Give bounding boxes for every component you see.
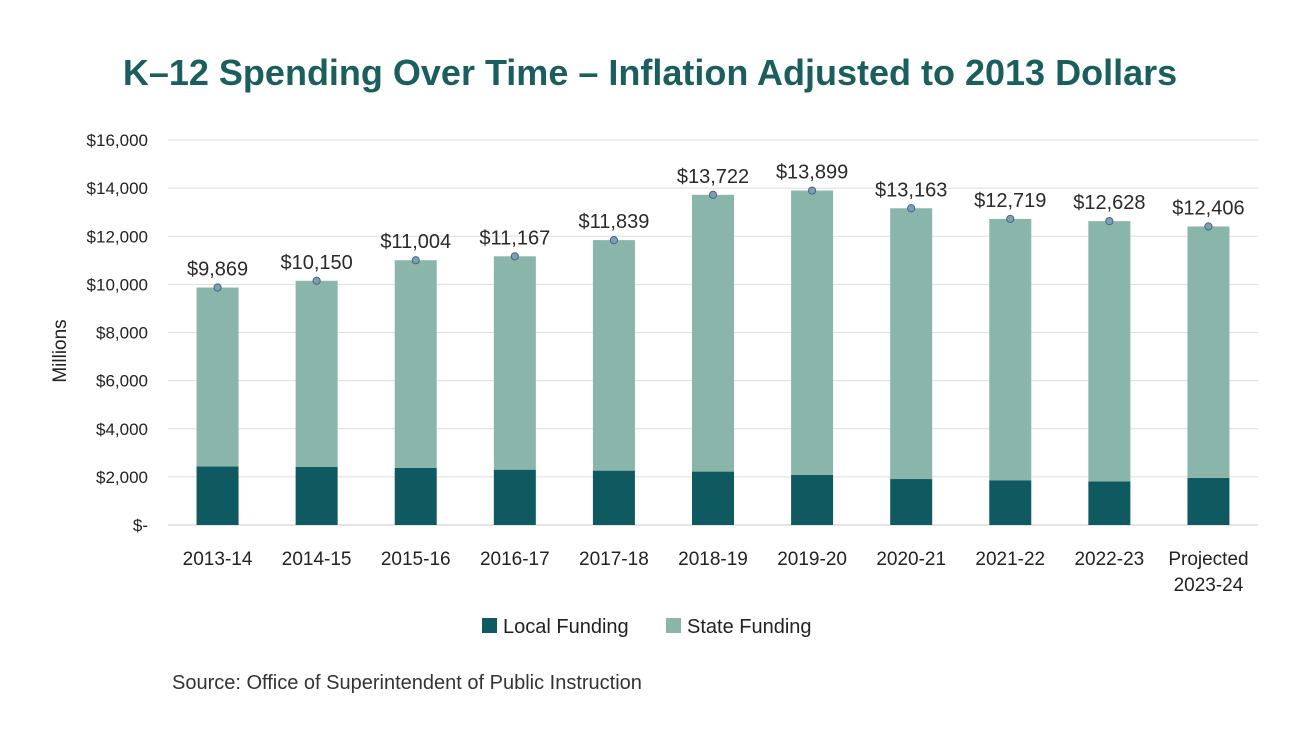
y-axis-label: Millions: [50, 319, 71, 382]
source-note: Source: Office of Superintendent of Publ…: [172, 672, 642, 694]
x-tick-label: 2019-20: [777, 549, 847, 570]
x-tick-label: Projected: [1168, 549, 1248, 570]
bar-local-funding: [592, 470, 635, 525]
x-tick-label: 2018-19: [678, 549, 748, 570]
bar-local-funding: [295, 467, 338, 525]
bar-state-funding: [890, 208, 933, 480]
bar-state-funding: [1187, 226, 1230, 478]
total-marker: [1204, 222, 1213, 231]
total-markers: [213, 186, 1213, 292]
bar-local-funding: [692, 471, 734, 525]
bar-state-funding: [196, 287, 239, 467]
total-marker: [510, 252, 519, 261]
bar-state-funding: [592, 240, 635, 471]
total-label: $12,628: [1073, 192, 1145, 214]
y-tick-label: $8,000: [96, 324, 148, 343]
y-axis-tick-labels: $- $2,000 $4,000 $6,000 $8,000 $10,000 $12,000…: [87, 131, 148, 535]
bar-state-funding: [493, 256, 536, 470]
bar-local-funding: [1187, 477, 1230, 525]
y-tick-label: $6,000: [96, 372, 148, 391]
bar-state-funding: [1088, 221, 1131, 482]
total-marker: [708, 190, 718, 199]
legend-swatch-local: [482, 618, 497, 633]
total-marker: [1006, 214, 1015, 224]
bar-local-funding: [1088, 481, 1131, 525]
total-marker: [411, 256, 420, 265]
total-label: $11,004: [380, 231, 451, 253]
total-marker: [907, 204, 916, 213]
x-axis-tick-labels: 2013-14 2014-15 2015-16 2016-17 2017-18 2018-…: [183, 549, 1249, 596]
y-tick-label: $-: [133, 516, 148, 535]
total-marker: [609, 236, 619, 245]
total-marker: [312, 276, 321, 285]
y-tick-label: $16,000: [87, 131, 148, 150]
total-label: $11,167: [479, 227, 550, 249]
bars: [196, 190, 1230, 525]
bar-state-funding: [692, 194, 734, 472]
y-tick-label: $14,000: [87, 179, 148, 198]
bar-local-funding: [394, 467, 437, 525]
x-tick-label: 2021-22: [975, 549, 1045, 570]
legend: Local Funding State Funding: [482, 616, 812, 638]
x-tick-label: 2017-18: [579, 549, 649, 570]
bar-state-funding: [295, 280, 338, 468]
x-tick-label: 2016-17: [480, 549, 550, 570]
y-tick-label: $10,000: [87, 275, 148, 294]
legend-label-local: Local Funding: [503, 616, 629, 638]
total-label: $12,406: [1172, 197, 1244, 219]
bar-local-funding: [791, 474, 834, 525]
total-label: $13,163: [875, 179, 947, 201]
bar-local-funding: [890, 479, 933, 525]
x-tick-label: 2014-15: [282, 549, 352, 570]
bar-state-funding: [791, 190, 834, 475]
y-tick-label: $12,000: [87, 227, 148, 246]
total-data-labels: $9,869 $10,150 $11,004 $11,167 $11,839 $13,72…: [187, 162, 1245, 281]
x-tick-label: 2023-24: [1174, 575, 1244, 596]
chart-title: K–12 Spending Over Time – Inflation Adju…: [122, 52, 1178, 93]
total-marker: [1105, 217, 1114, 226]
x-tick-label: 2020-21: [876, 549, 946, 570]
total-label: $10,150: [280, 252, 352, 274]
y-tick-label: $4,000: [96, 420, 148, 439]
bar-local-funding: [196, 466, 239, 525]
total-label: $9,869: [187, 259, 248, 281]
legend-swatch-state: [666, 618, 681, 633]
bar-state-funding: [394, 260, 437, 468]
total-label: $12,719: [974, 190, 1046, 212]
bar-local-funding: [493, 469, 536, 525]
x-tick-label: 2015-16: [381, 549, 451, 570]
legend-label-state: State Funding: [687, 616, 812, 638]
x-tick-label: 2013-14: [183, 549, 253, 570]
x-tick-label: 2022-23: [1074, 549, 1144, 570]
total-marker: [807, 186, 817, 195]
y-tick-label: $2,000: [96, 468, 148, 487]
total-label: $13,899: [776, 162, 848, 184]
total-label: $13,722: [677, 166, 749, 188]
bar-local-funding: [989, 480, 1032, 525]
bar-state-funding: [989, 218, 1032, 481]
total-label: $11,839: [579, 211, 650, 233]
total-marker: [213, 283, 222, 292]
